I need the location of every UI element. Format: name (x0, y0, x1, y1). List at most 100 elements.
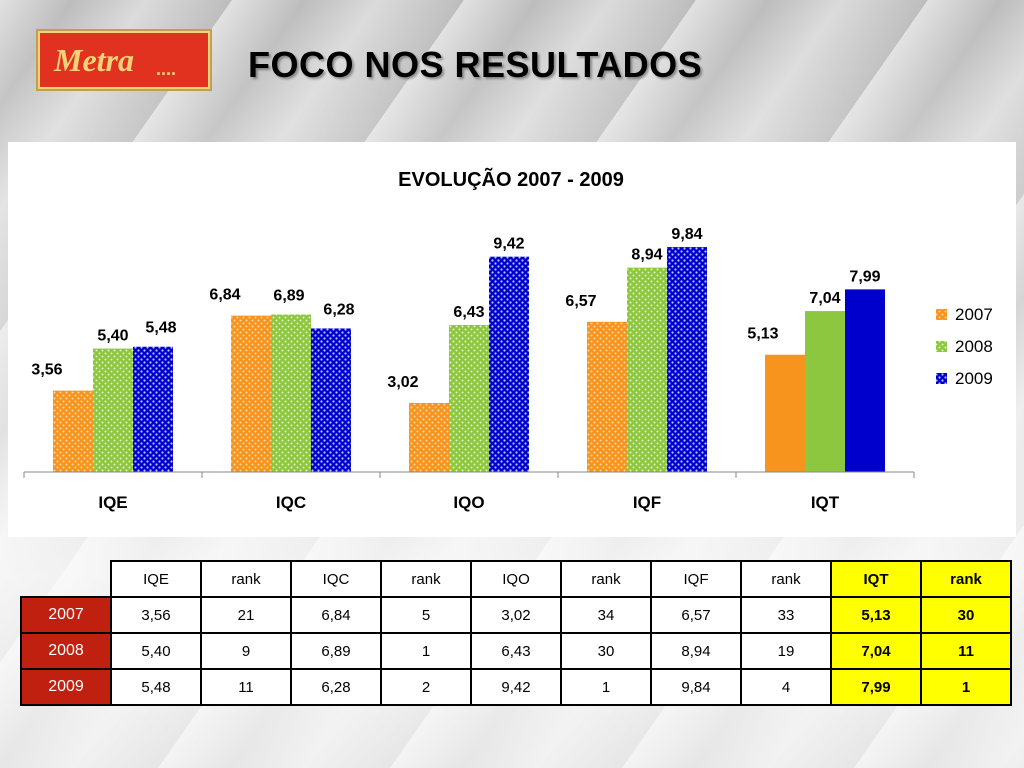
data-label-iqc-2008: 6,89 (273, 288, 304, 305)
table-corner (21, 561, 111, 597)
table-header-cell: IQT (830, 560, 922, 598)
table-header-cell: rank (200, 560, 292, 598)
table-header-cell: rank (380, 560, 472, 598)
table-cell: 6,57 (650, 596, 742, 634)
table-cell: 9,84 (650, 668, 742, 706)
data-label-iqc-2007: 6,84 (209, 287, 240, 304)
table-cell: 5 (380, 596, 472, 634)
table-cell: 34 (560, 596, 652, 634)
data-label-iqo-2009: 9,42 (493, 236, 524, 253)
bar-iqt-2007 (765, 354, 805, 472)
legend-swatch-2009 (936, 373, 947, 384)
data-label-iqe-2007: 3,56 (31, 362, 62, 379)
bar-iqt-2008 (805, 311, 845, 472)
table-cell: 1 (920, 668, 1012, 706)
table-row: 2009 5,48 11 6,28 2 9,42 1 9,84 4 7,99 1 (20, 668, 1012, 706)
table-cell: 3,02 (470, 596, 562, 634)
x-tick-label-iqe: IQE (98, 493, 127, 512)
bar-iqo-2007 (409, 402, 449, 472)
table-cell: 9 (200, 632, 292, 670)
chart-title: EVOLUÇÃO 2007 - 2009 (398, 168, 624, 191)
results-table: IQE rank IQC rank IQO rank IQF rank IQT … (20, 560, 1012, 706)
table-cell: 4 (740, 668, 832, 706)
x-tick-label-iqf: IQF (633, 493, 661, 512)
x-tick-label-iqt: IQT (811, 493, 840, 512)
table-cell: 3,56 (110, 596, 202, 634)
chart-panel: EVOLUÇÃO 2007 - 2009 3,56 5,40 5,48 6,84 6,8… (8, 142, 1016, 537)
data-label-iqe-2009: 5,48 (145, 320, 176, 337)
table-cell: 6,43 (470, 632, 562, 670)
bar-iqf-2007 (587, 321, 627, 472)
legend: 2007 2008 2009 (936, 305, 993, 388)
table-cell: 1 (380, 632, 472, 670)
x-tick-label-iqo: IQO (453, 493, 484, 512)
table-cell: 6,89 (290, 632, 382, 670)
data-label-iqf-2007: 6,57 (565, 293, 596, 310)
data-label-iqf-2008: 8,94 (631, 247, 662, 264)
data-label-iqe-2008: 5,40 (97, 328, 128, 345)
data-label-iqt-2007: 5,13 (747, 326, 778, 343)
table-header-cell: IQE (110, 560, 202, 598)
table-header-row: IQE rank IQC rank IQO rank IQF rank IQT … (21, 560, 1012, 598)
bar-iqo-2009 (489, 256, 529, 472)
svg-text:....: .... (156, 59, 176, 79)
table-cell: 11 (200, 668, 292, 706)
table-cell: 5,40 (110, 632, 202, 670)
data-label-iqo-2007: 3,02 (387, 374, 418, 391)
table-cell: 9,42 (470, 668, 562, 706)
table-cell: 7,04 (830, 632, 922, 670)
data-label-iqt-2008: 7,04 (809, 290, 840, 307)
table-cell: 5,48 (110, 668, 202, 706)
data-label-iqt-2009: 7,99 (849, 268, 880, 285)
bar-iqe-2009 (133, 346, 173, 472)
table-cell: 5,13 (830, 596, 922, 634)
bar-iqc-2009 (311, 328, 351, 472)
table-cell: 33 (740, 596, 832, 634)
bar-iqe-2008 (93, 348, 133, 472)
legend-swatch-2007 (936, 309, 947, 320)
table-header-cell: IQC (290, 560, 382, 598)
table-cell: 11 (920, 632, 1012, 670)
bar-iqo-2008 (449, 325, 489, 472)
table-cell: 1 (560, 668, 652, 706)
table-header-cell: rank (560, 560, 652, 598)
row-year-label: 2008 (20, 632, 112, 670)
table-row: 2008 5,40 9 6,89 1 6,43 30 8,94 19 7,04 … (20, 632, 1012, 670)
x-axis: IQE IQC IQO IQF IQT (23, 471, 915, 512)
bars-layer (53, 247, 885, 472)
table-header-cell: rank (740, 560, 832, 598)
data-label-iqo-2008: 6,43 (453, 304, 484, 321)
table-header-cell: IQO (470, 560, 562, 598)
table-cell: 8,94 (650, 632, 742, 670)
bar-iqc-2008 (271, 314, 311, 472)
legend-label-2009: 2009 (955, 369, 993, 388)
table-cell: 2 (380, 668, 472, 706)
data-label-iqf-2009: 9,84 (671, 226, 702, 243)
bar-chart: EVOLUÇÃO 2007 - 2009 3,56 5,40 5,48 6,84 6,8… (23, 168, 993, 512)
row-year-label: 2007 (20, 596, 112, 634)
table-header-cell: rank (920, 560, 1012, 598)
page-title: FOCO NOS RESULTADOS (248, 44, 703, 85)
table-cell: 30 (920, 596, 1012, 634)
data-labels-layer: 3,56 5,40 5,48 6,84 6,89 6,28 3,02 6,43 9,42 6,57… (31, 226, 880, 391)
logo-text: Metra (53, 42, 134, 78)
table-row: 2007 3,56 21 6,84 5 3,02 34 6,57 33 5,13… (20, 596, 1012, 634)
table-cell: 7,99 (830, 668, 922, 706)
table-cell: 6,28 (290, 668, 382, 706)
bar-iqc-2007 (231, 315, 271, 472)
table-cell: 30 (560, 632, 652, 670)
bar-iqe-2007 (53, 390, 93, 472)
x-tick-label-iqc: IQC (276, 493, 306, 512)
row-year-label: 2009 (20, 668, 112, 706)
bar-iqt-2009 (845, 289, 885, 472)
legend-swatch-2008 (936, 341, 947, 352)
bar-iqf-2008 (627, 267, 667, 472)
metra-logo: Metra .... (36, 29, 212, 91)
legend-label-2007: 2007 (955, 305, 993, 324)
table-cell: 19 (740, 632, 832, 670)
legend-label-2008: 2008 (955, 337, 993, 356)
table-header-cell: IQF (650, 560, 742, 598)
table-cell: 6,84 (290, 596, 382, 634)
data-label-iqc-2009: 6,28 (323, 301, 354, 318)
table-cell: 21 (200, 596, 292, 634)
